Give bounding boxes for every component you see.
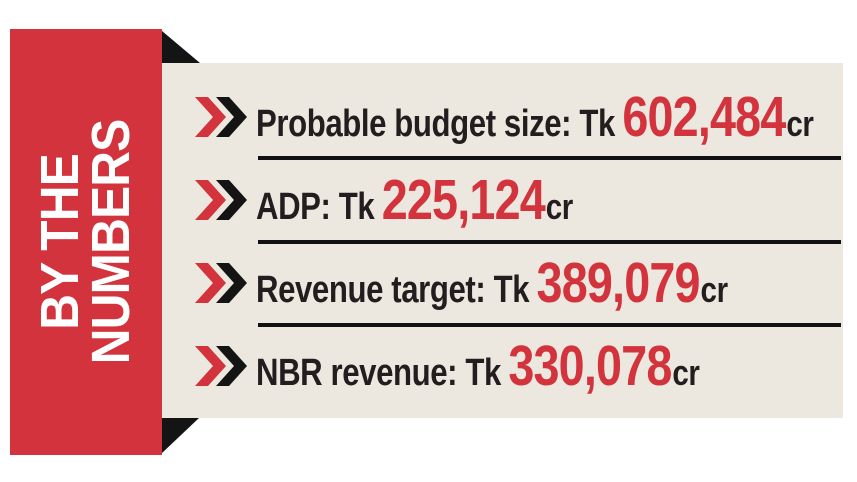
stat-row-budget-size: Probable budget size: Tk 602,484 cr [162, 77, 843, 156]
ribbon-title-line2: NUMBERS [81, 119, 141, 365]
stat-row-adp: ADP: Tk 225,124 cr [162, 160, 843, 239]
top-fold-triangle [162, 31, 200, 63]
stat-text: Probable budget size: Tk 602,484 cr [256, 84, 814, 150]
stat-value: 602,484 [622, 84, 786, 149]
double-chevron-right-icon [195, 263, 247, 304]
double-chevron-right-icon [195, 96, 247, 137]
stat-unit: cr [545, 185, 573, 227]
title-ribbon: BY THE NUMBERS [10, 29, 162, 455]
stat-label: NBR revenue: Tk [256, 352, 501, 395]
stats-panel: Probable budget size: Tk 602,484 cr ADP:… [162, 63, 843, 418]
stat-label: Probable budget size: Tk [256, 102, 615, 145]
stat-label: Revenue target: Tk [256, 269, 530, 312]
stat-unit: cr [700, 269, 728, 311]
stat-value: 330,078 [508, 334, 672, 399]
bottom-fold-triangle [162, 418, 199, 453]
stat-label: ADP: Tk [256, 185, 375, 228]
stat-unit: cr [786, 102, 814, 144]
row-divider [258, 239, 841, 244]
stat-value: 225,124 [381, 167, 546, 232]
row-divider [258, 156, 841, 161]
double-chevron-right-icon [195, 346, 247, 387]
ribbon-title-line1: BY THE [30, 154, 91, 330]
ribbon-title: BY THE NUMBERS [10, 29, 162, 455]
row-divider [258, 322, 841, 327]
stat-unit: cr [672, 352, 700, 394]
stat-text: Revenue target: Tk 389,079 cr [256, 250, 728, 316]
stat-row-revenue-target: Revenue target: Tk 389,079 cr [162, 244, 843, 323]
stat-text: NBR revenue: Tk 330,078 cr [256, 333, 700, 399]
stat-row-nbr-revenue: NBR revenue: Tk 330,078 cr [162, 327, 843, 406]
stat-text: ADP: Tk 225,124 cr [256, 167, 573, 233]
double-chevron-right-icon [195, 179, 247, 220]
stat-value: 389,079 [536, 251, 701, 316]
